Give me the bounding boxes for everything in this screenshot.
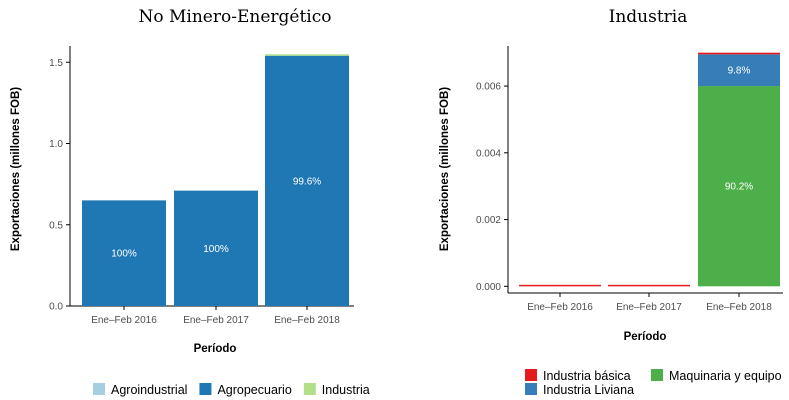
bar-segment <box>174 190 258 306</box>
chart-panel-0: No Minero-Energético 0.0 0.5 1.0 1.5 Ene–Feb … <box>10 7 370 397</box>
x-tick-label: Ene–Feb 2017 <box>616 302 682 313</box>
legend-label: Industria básica <box>543 369 631 383</box>
chart-title: Industria <box>609 7 688 27</box>
bar-segment <box>698 52 780 55</box>
bar-segment <box>608 284 690 287</box>
legend-swatch <box>525 383 537 395</box>
bar-data-label: 9.8% <box>728 66 751 77</box>
y-tick-label: 0.000 <box>476 282 501 293</box>
legend-swatch <box>525 369 537 381</box>
chart-panel-1: Industria 0.000 0.002 0.004 0.006 Ene–Feb 201… <box>439 7 783 397</box>
x-axis-title: Período <box>194 343 237 355</box>
y-tick-label: 0.004 <box>476 148 501 159</box>
x-tick-label: Ene–Feb 2018 <box>274 315 340 326</box>
bar-data-label: 99.6% <box>293 176 321 187</box>
y-tick-label: 0.006 <box>476 82 501 93</box>
bar-data-label: 100% <box>111 249 137 260</box>
y-tick-label: 0.0 <box>49 302 63 313</box>
bar-segment <box>698 54 780 87</box>
bar-segment <box>265 54 349 56</box>
y-tick-label: 1.0 <box>49 139 63 150</box>
bar-segment <box>265 55 349 306</box>
legend-swatch <box>93 383 105 395</box>
y-axis-title: Exportaciones (millones FOB) <box>439 87 451 251</box>
x-tick-label: Ene–Feb 2017 <box>183 315 249 326</box>
legend-swatch <box>651 369 663 381</box>
x-tick-label: Ene–Feb 2018 <box>706 302 772 313</box>
y-axis-title: Exportaciones (millones FOB) <box>10 87 22 251</box>
bar-segment <box>82 200 166 306</box>
y-tick-label: 1.5 <box>49 58 63 69</box>
x-tick-label: Ene–Feb 2016 <box>527 302 593 313</box>
bar-data-label: 100% <box>203 244 229 255</box>
x-axis-title: Período <box>624 331 667 343</box>
bar-segment <box>519 284 601 287</box>
legend-swatch <box>199 383 212 395</box>
legend-label: Maquinaria y equipo <box>669 369 782 383</box>
bar-data-label: 90.2% <box>725 182 753 193</box>
legend-label: Agroindustrial <box>111 383 187 397</box>
bar-segment <box>698 86 780 287</box>
legend-swatch <box>303 383 316 395</box>
y-tick-label: 0.002 <box>476 215 501 226</box>
x-tick-label: Ene–Feb 2016 <box>91 315 157 326</box>
y-tick-label: 0.5 <box>49 220 63 231</box>
chart-title: No Minero-Energético <box>139 7 332 27</box>
legend-label: Agropecuario <box>217 383 291 397</box>
legend-label: Industria <box>322 383 370 397</box>
legend-label: Industria Liviana <box>543 383 634 397</box>
